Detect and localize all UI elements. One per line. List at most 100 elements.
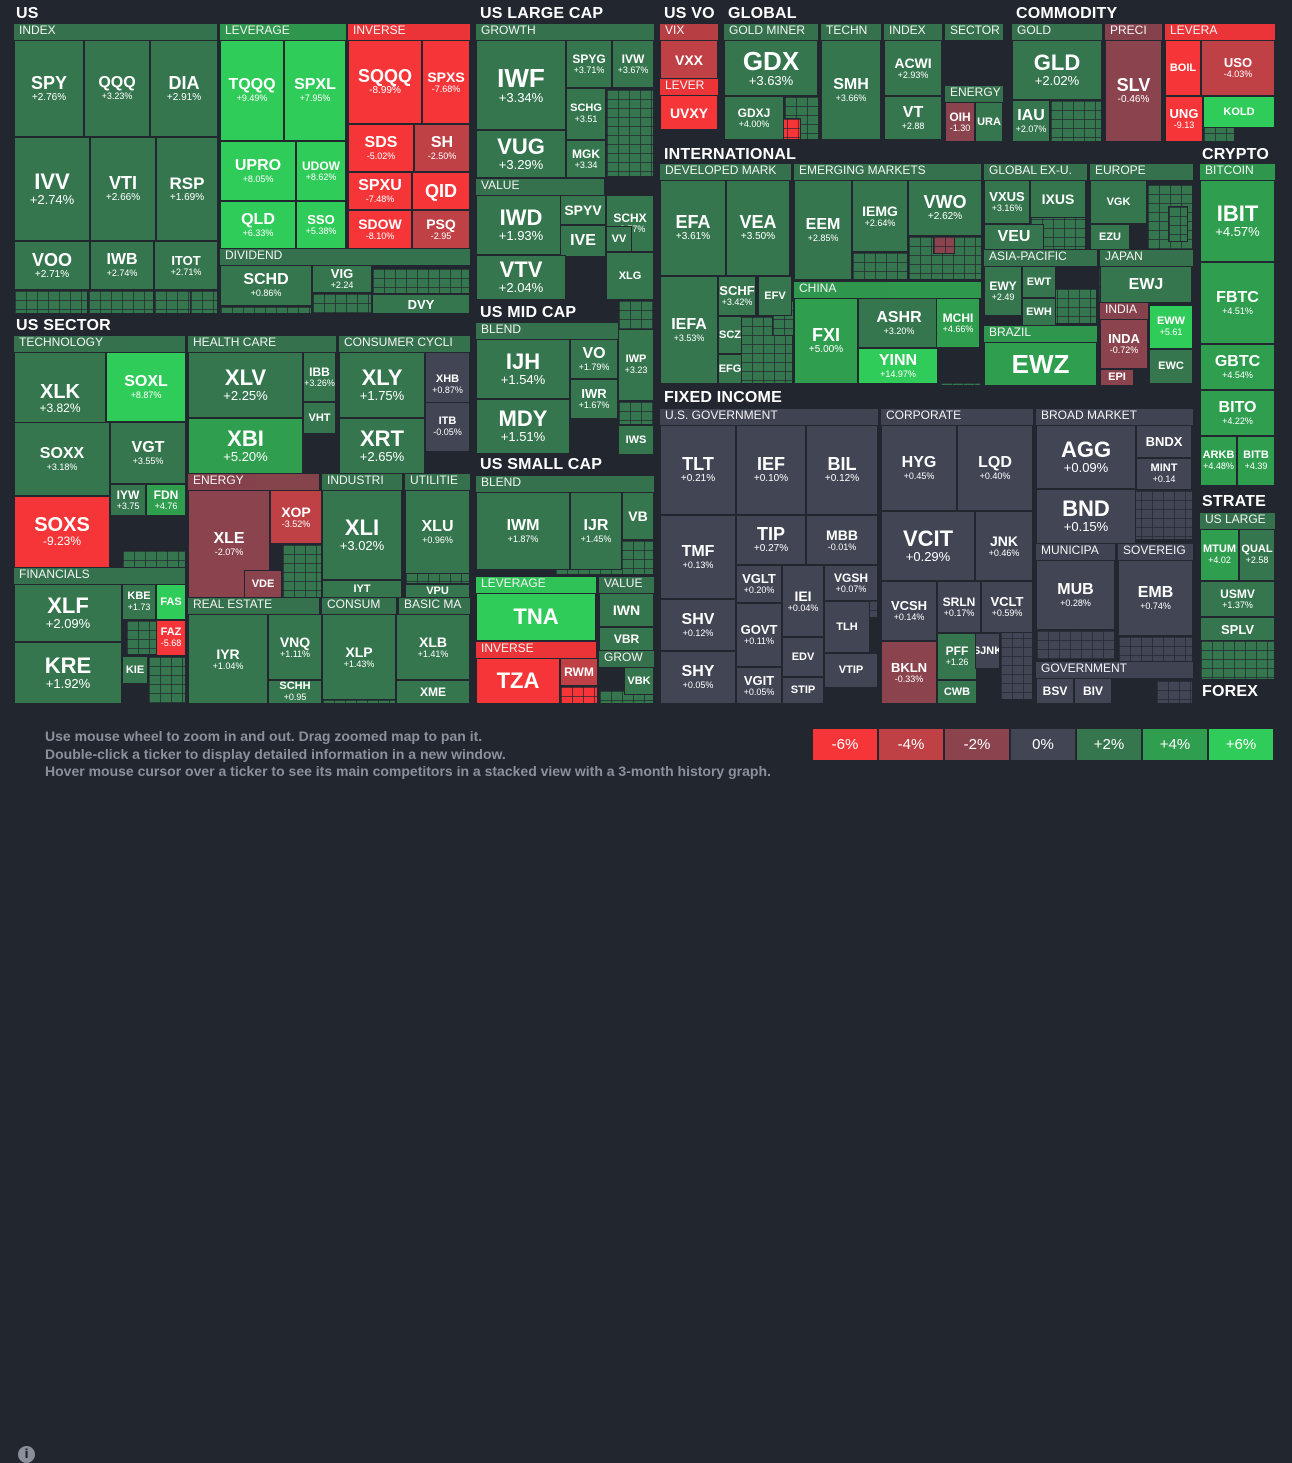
ticker-tile-xli[interactable]: XLI +3.02% bbox=[322, 490, 402, 580]
ticker-tile-voo[interactable]: VOO +2.71% bbox=[14, 241, 90, 290]
ticker-tile-mdy[interactable]: MDY +1.51% bbox=[476, 399, 570, 454]
minor-tickers-cluster[interactable] bbox=[88, 290, 154, 314]
ticker-tile-gld[interactable]: GLD +2.02% bbox=[1012, 40, 1102, 100]
ticker-tile-gbtc[interactable]: GBTC +4.54% bbox=[1200, 344, 1275, 390]
ticker-tile-vig[interactable]: VIG +2.24 bbox=[312, 265, 372, 293]
ticker-tile-vo[interactable]: VO +1.79% bbox=[570, 339, 618, 379]
ticker-tile-iwn[interactable]: IWN bbox=[599, 593, 654, 627]
ticker-tile-soxl[interactable]: SOXL +8.87% bbox=[106, 352, 186, 422]
ticker-tile-vt[interactable]: VT +2.88 bbox=[884, 96, 942, 140]
ticker-tile-xlg[interactable]: XLG bbox=[606, 252, 654, 300]
ticker-tile-vclt[interactable]: VCLT +0.59% bbox=[981, 581, 1033, 633]
ticker-tile-vde[interactable]: VDE bbox=[244, 570, 282, 598]
ticker-tile-ivv[interactable]: IVV +2.74% bbox=[14, 137, 90, 241]
ticker-tile-mchi[interactable]: MCHI +4.66% bbox=[936, 298, 980, 348]
ticker-tile-eem[interactable]: EEM +2.85% bbox=[794, 180, 852, 280]
ticker-tile-udow[interactable]: UDOW +8.62% bbox=[296, 141, 346, 201]
ticker-tile-vxx[interactable]: VXX bbox=[660, 40, 718, 79]
minor-tickers-cluster[interactable] bbox=[372, 268, 470, 294]
minor-tickers-cluster[interactable] bbox=[312, 293, 372, 314]
ticker-tile-stip[interactable]: STIP bbox=[782, 677, 824, 704]
ticker-tile-yinn[interactable]: YINN +14.97% bbox=[858, 348, 938, 384]
ticker-tile-tna[interactable]: TNA bbox=[476, 593, 596, 641]
ticker-tile-spyg[interactable]: SPYG +3.71% bbox=[566, 40, 612, 88]
ticker-tile-spxl[interactable]: SPXL +7.95% bbox=[284, 40, 346, 141]
minor-tickers-cluster[interactable] bbox=[618, 401, 654, 425]
minor-tickers-cluster[interactable] bbox=[1118, 636, 1193, 662]
ticker-tile-ewz[interactable]: EWZ bbox=[984, 342, 1097, 386]
ticker-tile-vxus[interactable]: VXUS +3.16% bbox=[984, 180, 1030, 224]
minor-tickers-cluster[interactable] bbox=[618, 300, 654, 330]
ticker-tile-iwd[interactable]: IWD +1.93% bbox=[476, 195, 566, 255]
ticker-tile-ief[interactable]: IEF +0.10% bbox=[736, 425, 806, 515]
ticker-tile-hyg[interactable]: HYG +0.45% bbox=[881, 425, 957, 511]
ticker-tile-efv[interactable]: EFV bbox=[758, 276, 792, 316]
ticker-tile-bkln[interactable]: BKLN -0.33% bbox=[881, 641, 937, 704]
ticker-tile-vti[interactable]: VTI +2.66% bbox=[90, 137, 156, 241]
ticker-tile-schg[interactable]: SCHG +3.51 bbox=[566, 88, 606, 140]
ticker-tile-efg[interactable]: EFG bbox=[718, 354, 742, 384]
minor-tickers-cluster[interactable] bbox=[190, 290, 218, 314]
ticker-tile-iau[interactable]: IAU +2.07% bbox=[1012, 100, 1050, 142]
minor-tickers-cluster[interactable] bbox=[784, 96, 819, 140]
ticker-tile-qqq[interactable]: QQQ +3.23% bbox=[84, 40, 150, 137]
minor-tickers-cluster[interactable] bbox=[940, 382, 981, 386]
ticker-tile-iyw[interactable]: IYW +3.75 bbox=[110, 484, 146, 516]
ticker-tile-fxi[interactable]: FXI +5.00% bbox=[794, 298, 858, 384]
minor-tickers-cluster[interactable] bbox=[1168, 206, 1188, 242]
ticker-tile-vbk[interactable]: VBK bbox=[624, 667, 654, 695]
ticker-tile-iwm[interactable]: IWM +1.87% bbox=[476, 492, 570, 570]
ticker-tile-tlt[interactable]: TLT +0.21% bbox=[660, 425, 736, 515]
ticker-tile-shy[interactable]: SHY +0.05% bbox=[660, 651, 736, 704]
ticker-tile-psq[interactable]: PSQ -2.95 bbox=[412, 210, 470, 249]
ticker-tile-gdxj[interactable]: GDXJ +4.00% bbox=[724, 96, 784, 140]
ticker-tile-xlb[interactable]: XLB +1.41% bbox=[396, 614, 470, 680]
ticker-tile-qid[interactable]: QID bbox=[412, 172, 470, 210]
ticker-tile-sso[interactable]: SSO +5.38% bbox=[296, 201, 346, 249]
ticker-tile-spxu[interactable]: SPXU -7.48% bbox=[348, 172, 412, 210]
ticker-tile-schd[interactable]: SCHD +0.86% bbox=[220, 265, 312, 306]
ticker-tile-mint[interactable]: MINT +0.14 bbox=[1136, 458, 1192, 490]
ticker-tile-xlf[interactable]: XLF +2.09% bbox=[14, 584, 122, 642]
ticker-tile-vwo[interactable]: VWO +2.62% bbox=[908, 180, 982, 236]
minor-tickers-cluster[interactable] bbox=[1156, 680, 1193, 704]
ticker-tile-slv[interactable]: SLV -0.46% bbox=[1105, 40, 1162, 142]
ticker-tile-mub[interactable]: MUB +0.28% bbox=[1036, 560, 1115, 630]
ticker-tile-ibb[interactable]: IBB +3.26% bbox=[303, 352, 336, 402]
ticker-tile-fbtc[interactable]: FBTC +4.51% bbox=[1200, 262, 1275, 344]
ticker-tile-oih[interactable]: OIH -1.30 bbox=[945, 102, 975, 142]
ticker-tile-ewt[interactable]: EWT bbox=[1022, 266, 1056, 298]
minor-tickers-cluster[interactable] bbox=[560, 686, 598, 704]
ticker-tile-iwr[interactable]: IWR +1.67% bbox=[570, 379, 618, 419]
ticker-tile-vpu[interactable]: VPU bbox=[405, 584, 470, 598]
ticker-tile-ijr[interactable]: IJR +1.45% bbox=[570, 492, 622, 570]
ticker-tile-acwi[interactable]: ACWI +2.93% bbox=[884, 40, 942, 96]
ticker-tile-ewj[interactable]: EWJ bbox=[1100, 266, 1192, 303]
ticker-tile-dvy[interactable]: DVY bbox=[372, 294, 470, 314]
ticker-tile-kbe[interactable]: KBE +1.73 bbox=[122, 584, 156, 620]
ticker-tile-ura[interactable]: URA bbox=[975, 102, 1003, 142]
ticker-tile-mgk[interactable]: MGK +3.34 bbox=[566, 140, 606, 178]
ticker-tile-vug[interactable]: VUG +3.29% bbox=[476, 130, 566, 178]
ticker-tile-xrt[interactable]: XRT +2.65% bbox=[339, 418, 425, 474]
ticker-tile-itb[interactable]: ITB -0.05% bbox=[425, 402, 470, 452]
ticker-tile-veu[interactable]: VEU bbox=[984, 224, 1044, 250]
ticker-tile-ibit[interactable]: IBIT +4.57% bbox=[1200, 180, 1275, 262]
ticker-tile-rsp[interactable]: RSP +1.69% bbox=[156, 137, 218, 241]
ticker-tile-sds[interactable]: SDS -5.02% bbox=[348, 124, 414, 172]
ticker-tile-xlu[interactable]: XLU +0.96% bbox=[405, 490, 470, 574]
ticker-tile-schf[interactable]: SCHF +3.42% bbox=[718, 276, 756, 316]
ticker-tile-rwm[interactable]: RWM bbox=[560, 658, 598, 686]
ticker-tile-sjnk[interactable]: SJNK bbox=[975, 633, 1000, 669]
ticker-tile-vb[interactable]: VB bbox=[622, 492, 654, 540]
ticker-tile-lqd[interactable]: LQD +0.40% bbox=[957, 425, 1033, 511]
ticker-tile-govt[interactable]: GOVT +0.11% bbox=[736, 603, 782, 667]
minor-tickers-cluster[interactable] bbox=[220, 306, 312, 314]
ticker-tile-ezu[interactable]: EZU bbox=[1090, 224, 1130, 250]
minor-tickers-cluster[interactable] bbox=[1036, 630, 1115, 660]
ticker-tile-sqqq[interactable]: SQQQ -8.99% bbox=[348, 40, 422, 124]
minor-tickers-cluster[interactable] bbox=[122, 550, 186, 568]
ticker-tile-xme[interactable]: XME bbox=[396, 680, 470, 704]
ticker-tile-bsv[interactable]: BSV bbox=[1036, 678, 1074, 704]
ticker-tile-inda[interactable]: INDA -0.72% bbox=[1100, 319, 1148, 369]
